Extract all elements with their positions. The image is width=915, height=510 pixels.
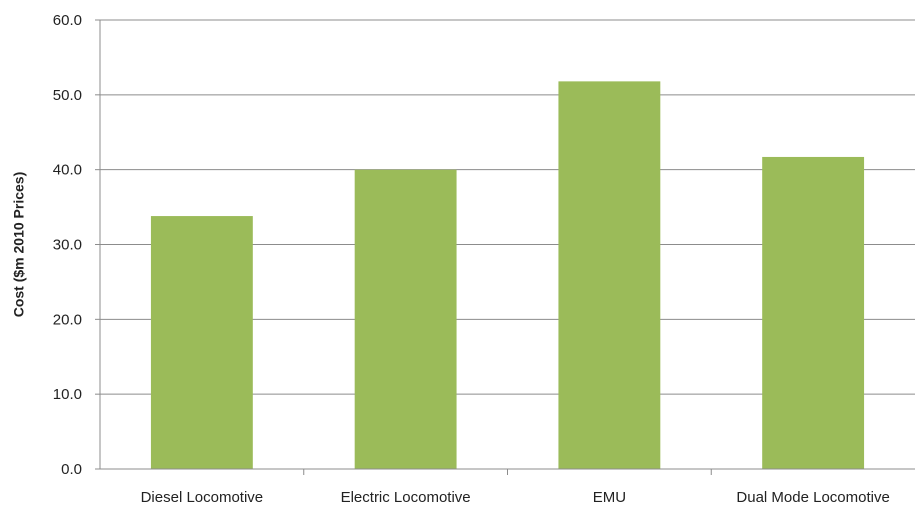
- y-tick-label: 60.0: [53, 12, 82, 29]
- x-tick-label: Dual Mode Locomotive: [736, 489, 889, 506]
- axes: [95, 19, 915, 475]
- y-tick-label: 0.0: [61, 461, 82, 478]
- x-tick-labels: Diesel Locomotive Electric Locomotive EMU D…: [141, 489, 890, 506]
- y-tick-label: 10.0: [53, 386, 82, 403]
- bar: [558, 81, 661, 469]
- y-tick-labels: 0.0 10.0 20.0 30.0 40.0 50.0 60.0: [53, 12, 82, 478]
- bar: [762, 156, 865, 469]
- y-axis-title: Cost ($m 2010 Prices): [11, 172, 27, 318]
- y-tick-label: 50.0: [53, 87, 82, 104]
- x-tick-label: Diesel Locomotive: [141, 489, 264, 506]
- y-tick-label: 20.0: [53, 311, 82, 328]
- y-tick-label: 30.0: [53, 237, 82, 254]
- bars: [150, 81, 865, 469]
- x-tick-label: Electric Locomotive: [341, 489, 471, 506]
- bar: [150, 216, 253, 469]
- bar: [354, 169, 457, 469]
- x-tick-label: EMU: [593, 489, 626, 506]
- y-tick-label: 40.0: [53, 162, 82, 179]
